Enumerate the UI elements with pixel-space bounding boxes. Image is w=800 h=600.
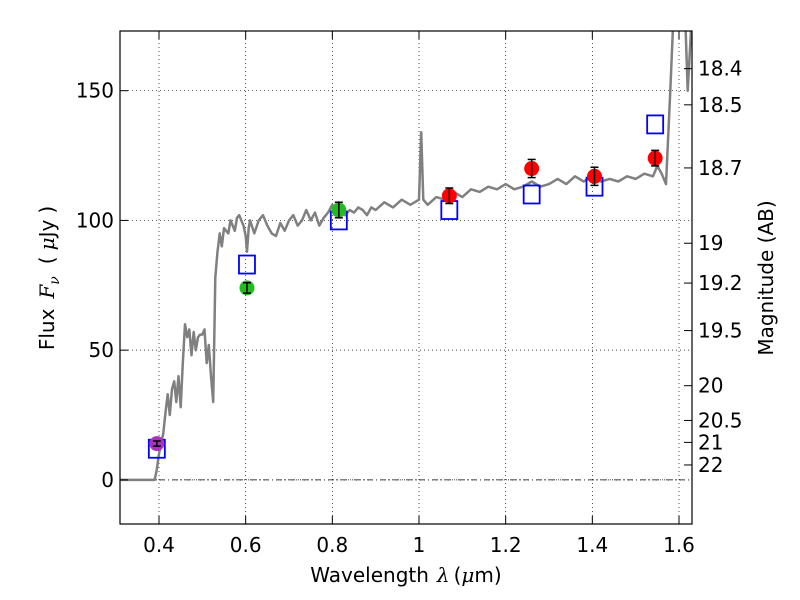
magnitude-tick-label: 20.5 xyxy=(698,408,743,432)
y-axis-label: FluxFν(μJy) xyxy=(35,206,63,350)
x-tick-label: 1.2 xyxy=(490,533,522,557)
x-axis-ticks: 0.4 0.6 0.8 1 1.2 1.4 1.6 xyxy=(143,31,695,557)
magnitude-tick-label: 18.5 xyxy=(698,93,743,117)
y-axis-ticks: 0 50 100 150 xyxy=(76,79,128,492)
magnitude-tick-label: 18.4 xyxy=(698,57,743,81)
observed-points xyxy=(149,149,663,452)
plot-frame xyxy=(119,30,693,525)
x-tick-label: 0.8 xyxy=(316,533,348,557)
model-point xyxy=(646,114,665,135)
magnitude-axis-label: Magnitude (AB) xyxy=(754,200,778,355)
x-tick-label: 0.6 xyxy=(230,533,262,557)
magnitude-tick-label: 22 xyxy=(698,453,723,477)
spectrum xyxy=(120,31,692,482)
y-tick-label: 0 xyxy=(101,468,114,492)
x-tick-label: 1.6 xyxy=(663,533,695,557)
x-tick-label: 1 xyxy=(413,533,426,557)
magnitude-tick-label: 20 xyxy=(698,374,723,398)
magnitude-tick-label: 19.5 xyxy=(698,319,743,343)
spectrum-line xyxy=(120,31,692,482)
y-tick-label: 100 xyxy=(76,208,114,232)
x-tick-label: 0.4 xyxy=(143,533,175,557)
grid xyxy=(120,31,692,524)
magnitude-tick-label: 21 xyxy=(698,430,723,454)
model-point xyxy=(238,254,256,275)
magnitude-tick-label: 19.2 xyxy=(698,271,743,295)
y-tick-label: 150 xyxy=(76,79,114,103)
magnitude-tick-label: 19 xyxy=(698,231,723,255)
y-tick-label: 50 xyxy=(89,338,114,362)
x-tick-label: 1.4 xyxy=(576,533,608,557)
magnitude-tick-label: 18.7 xyxy=(698,156,743,180)
model-point xyxy=(522,184,541,205)
x-axis-label: Wavelength λ (μm) xyxy=(310,563,501,587)
